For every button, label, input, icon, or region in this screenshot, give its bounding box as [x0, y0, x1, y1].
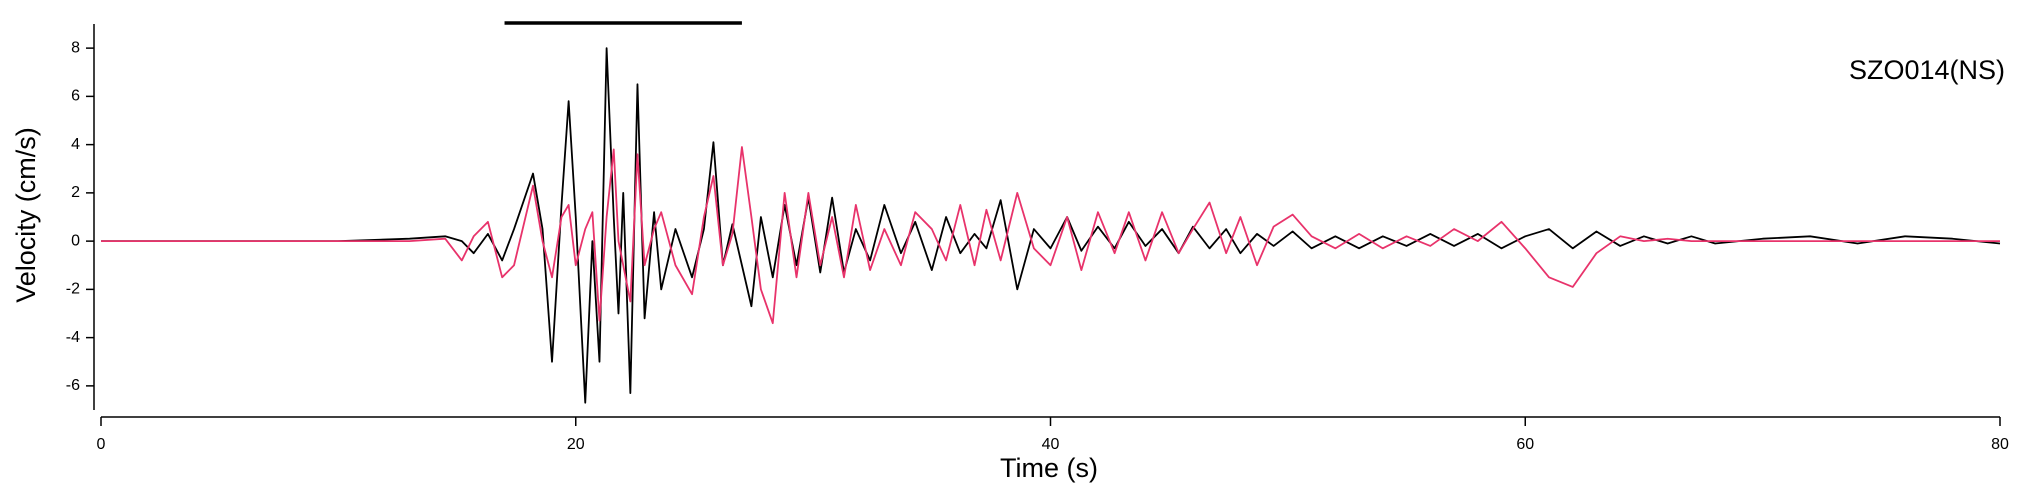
y-tick-label: 6 [71, 88, 80, 105]
x-tick-label: 80 [1991, 436, 2009, 453]
annotation: SZO014(NS) [1849, 55, 2005, 85]
y-tick-label: 8 [71, 39, 80, 56]
y-tick-label: -6 [66, 377, 80, 394]
series-line [101, 47, 2001, 404]
y-tick-label: -2 [66, 281, 80, 298]
y-tick-label: 2 [71, 184, 80, 201]
x-tick-label: 20 [567, 436, 585, 453]
x-axis-label: Time (s) [1000, 453, 1098, 483]
y-tick-label: 4 [71, 136, 80, 153]
x-tick-label: 0 [97, 436, 106, 453]
series-line [101, 146, 2000, 325]
y-tick-label: 0 [71, 232, 80, 249]
y-axis-label: Velocity (cm/s) [11, 127, 41, 303]
x-tick-label: 60 [1516, 436, 1534, 453]
y-tick-label: -4 [66, 329, 80, 346]
x-tick-label: 40 [1042, 436, 1060, 453]
